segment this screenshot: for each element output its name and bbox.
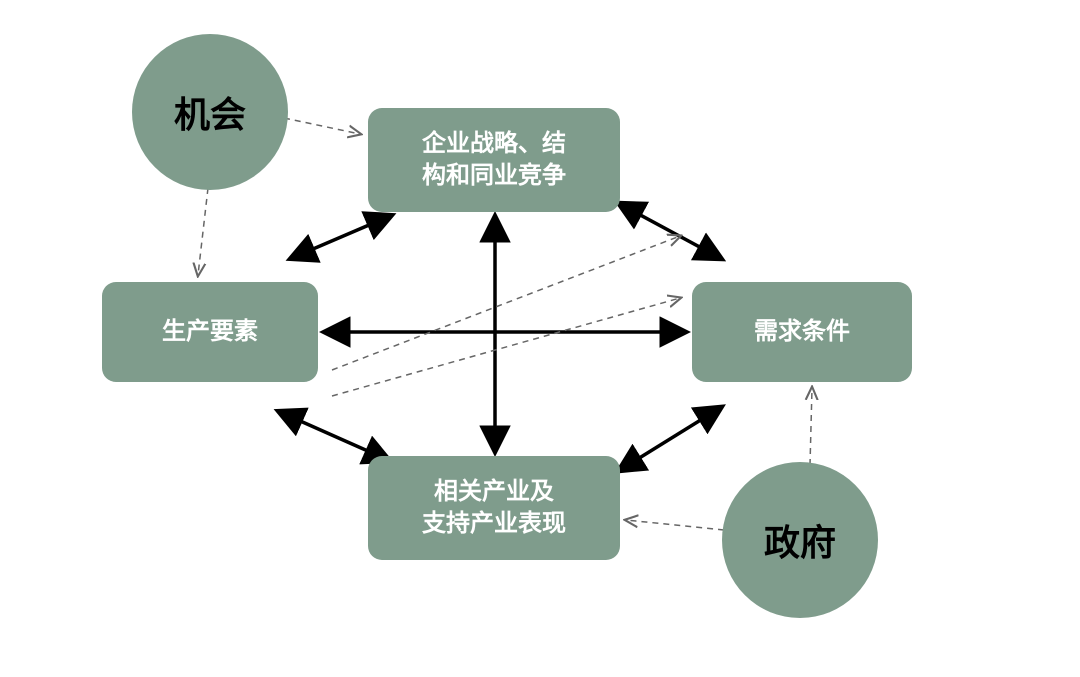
node-demand: 需求条件 [692,282,912,382]
node-related: 相关产业及支持产业表现 [368,456,620,560]
node-gov: 政府 [722,462,878,618]
edge-solid [620,204,720,258]
node-factors: 生产要素 [102,282,318,382]
node-chance: 机会 [132,34,288,190]
edge-solid [292,216,390,258]
edge-dashed [810,388,812,465]
edge-dashed [332,236,680,370]
node-gov-label: 政府 [764,514,836,566]
node-chance-label: 机会 [174,86,246,138]
diamond-model-diagram: 企业战略、结构和同业竞争 生产要素 需求条件 相关产业及支持产业表现 机会 政府 [0,0,1080,677]
edge-dashed [332,298,680,396]
edge-dashed [198,188,208,275]
edge-solid [280,412,388,460]
edge-solid [620,408,720,470]
node-demand-label: 需求条件 [754,316,850,348]
node-strategy-label: 企业战略、结构和同业竞争 [422,128,566,193]
node-related-label: 相关产业及支持产业表现 [422,476,566,541]
node-factors-label: 生产要素 [162,316,258,348]
edge-dashed [626,520,724,530]
node-strategy: 企业战略、结构和同业竞争 [368,108,620,212]
edge-dashed [284,118,360,134]
